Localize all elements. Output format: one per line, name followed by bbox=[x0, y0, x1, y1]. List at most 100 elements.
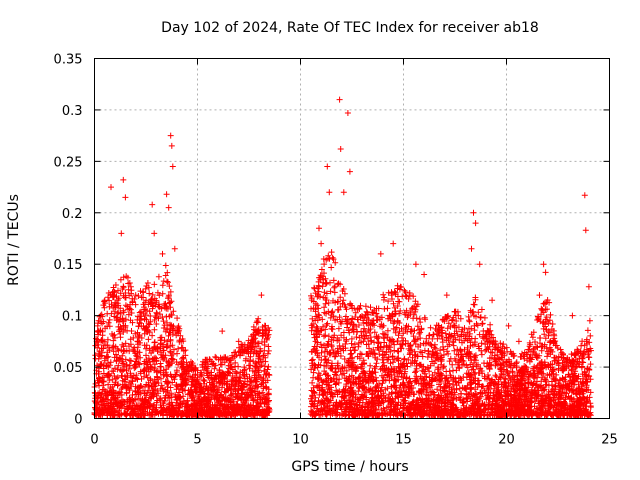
data-point bbox=[386, 312, 393, 319]
data-point bbox=[551, 376, 558, 383]
data-point bbox=[142, 285, 149, 292]
data-point bbox=[151, 339, 158, 346]
data-point bbox=[110, 368, 117, 375]
data-point bbox=[123, 410, 129, 417]
data-point bbox=[145, 284, 152, 291]
data-point bbox=[162, 352, 169, 359]
data-point bbox=[389, 353, 396, 360]
data-point bbox=[391, 347, 398, 354]
data-point bbox=[261, 401, 268, 407]
data-point bbox=[155, 273, 162, 280]
data-point bbox=[356, 384, 363, 391]
data-point bbox=[477, 314, 484, 321]
data-point bbox=[117, 334, 124, 341]
data-point bbox=[243, 389, 249, 396]
data-point bbox=[221, 359, 228, 366]
data-point bbox=[162, 262, 169, 269]
data-point bbox=[105, 319, 112, 326]
data-point bbox=[470, 366, 477, 373]
data-point bbox=[176, 325, 183, 332]
data-point bbox=[461, 325, 468, 332]
data-point bbox=[159, 290, 166, 297]
data-point bbox=[159, 282, 166, 289]
data-point bbox=[104, 310, 111, 317]
data-point bbox=[453, 328, 460, 335]
data-point bbox=[226, 383, 233, 390]
data-point bbox=[105, 372, 111, 379]
data-point bbox=[158, 409, 165, 416]
data-point bbox=[94, 328, 101, 335]
data-point bbox=[373, 360, 380, 367]
data-point bbox=[321, 304, 328, 311]
data-point bbox=[546, 317, 553, 324]
data-point bbox=[333, 387, 340, 394]
data-point bbox=[101, 304, 108, 311]
data-point bbox=[249, 367, 256, 374]
data-point bbox=[165, 295, 171, 302]
data-point bbox=[172, 373, 178, 380]
data-point bbox=[390, 325, 397, 332]
data-point bbox=[553, 371, 560, 378]
data-point bbox=[314, 285, 321, 292]
data-point bbox=[322, 356, 329, 363]
data-point bbox=[122, 356, 129, 363]
data-point bbox=[348, 302, 355, 309]
data-point bbox=[310, 384, 317, 391]
data-point bbox=[265, 363, 272, 370]
data-point bbox=[399, 341, 406, 347]
data-point bbox=[225, 387, 231, 394]
data-point bbox=[160, 278, 167, 285]
data-point bbox=[117, 367, 124, 374]
data-point bbox=[584, 327, 591, 334]
data-point bbox=[141, 316, 148, 323]
data-point bbox=[196, 405, 202, 412]
data-point bbox=[163, 372, 170, 379]
data-point bbox=[451, 385, 457, 392]
data-point bbox=[583, 382, 590, 389]
data-point bbox=[579, 379, 586, 386]
data-point bbox=[510, 378, 517, 385]
data-point bbox=[136, 332, 143, 338]
data-point bbox=[433, 355, 440, 362]
data-point bbox=[321, 399, 328, 406]
data-point bbox=[129, 299, 136, 306]
data-point bbox=[164, 411, 171, 418]
data-point bbox=[463, 370, 470, 377]
data-point bbox=[580, 359, 587, 366]
data-point bbox=[141, 304, 147, 311]
data-point bbox=[360, 369, 367, 376]
data-point bbox=[232, 394, 239, 401]
data-point bbox=[168, 312, 174, 319]
data-point bbox=[184, 391, 191, 398]
data-point bbox=[146, 290, 153, 297]
data-point bbox=[587, 361, 594, 368]
data-point bbox=[333, 372, 340, 379]
data-point bbox=[247, 349, 254, 356]
data-point bbox=[167, 288, 174, 295]
data-point bbox=[176, 389, 183, 396]
data-point bbox=[122, 290, 129, 296]
data-point bbox=[220, 373, 227, 380]
data-point bbox=[431, 341, 438, 348]
data-point bbox=[409, 399, 416, 406]
data-point bbox=[331, 289, 338, 296]
data-point bbox=[453, 318, 460, 324]
data-point bbox=[410, 293, 417, 300]
data-point bbox=[478, 351, 485, 358]
data-point bbox=[155, 380, 162, 386]
data-point bbox=[197, 369, 204, 376]
data-point bbox=[114, 374, 121, 381]
data-point bbox=[366, 345, 373, 352]
data-point bbox=[405, 356, 412, 363]
data-point bbox=[334, 360, 341, 367]
data-point bbox=[336, 342, 343, 349]
data-point bbox=[408, 328, 415, 335]
data-point bbox=[210, 382, 217, 389]
data-point bbox=[252, 363, 258, 369]
data-point bbox=[497, 365, 504, 372]
data-point bbox=[95, 406, 102, 413]
data-point bbox=[140, 368, 147, 374]
data-point bbox=[341, 290, 348, 297]
data-point bbox=[314, 325, 321, 332]
data-point bbox=[99, 332, 106, 339]
